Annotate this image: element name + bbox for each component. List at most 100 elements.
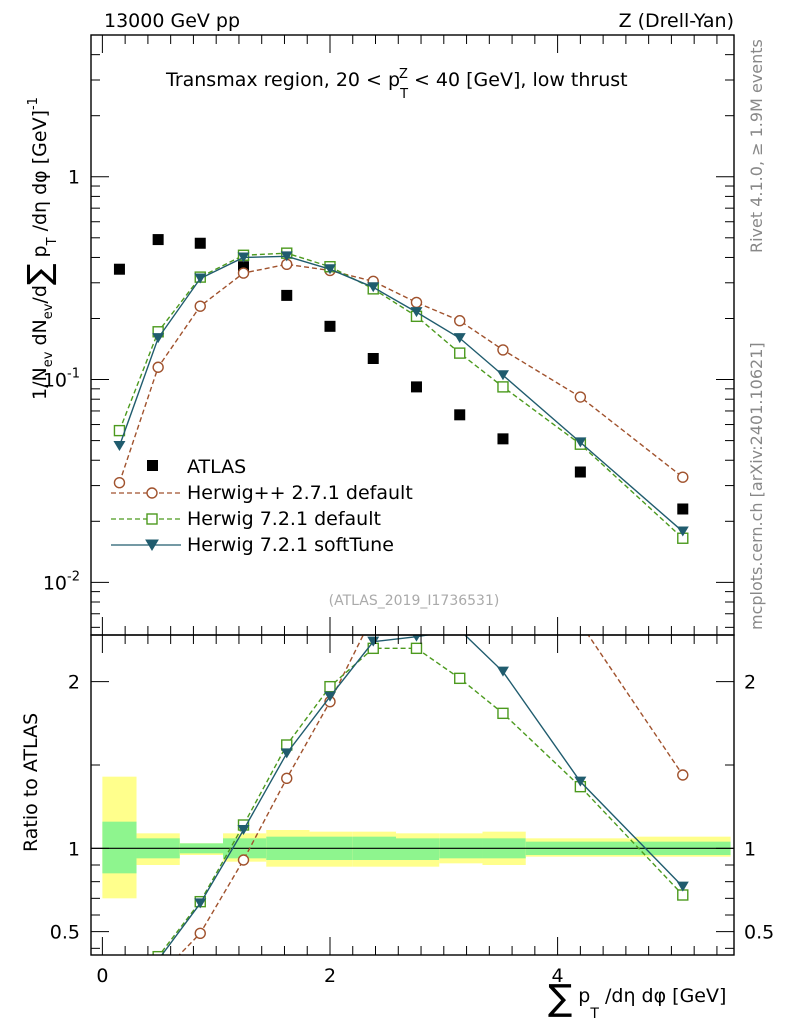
y-tick-label-base: 10: [43, 572, 67, 594]
point-herwigpp: [410, 296, 423, 309]
y-tick-label: 10-2: [43, 569, 80, 594]
point-softtune: [280, 251, 293, 262]
analysis-watermark: (ATLAS_2019_I1736531): [329, 593, 500, 609]
point-softtune: [237, 252, 250, 263]
ylabel-b: dN: [29, 319, 51, 351]
ylabel-a: 1/N: [29, 367, 51, 400]
point-softtune: [113, 441, 126, 452]
y-axis-label: 1/Nev dNev/d∑ pT /dη dφ [GeV]-1: [20, 97, 60, 400]
ratio-point-softtune: [574, 776, 587, 787]
point-herwig721: [113, 424, 126, 437]
ylabel-s2: ev: [41, 303, 56, 319]
ylabel-c: /d: [29, 285, 51, 303]
xlabel-sum: ∑: [548, 978, 572, 1019]
point-herwig721: [497, 381, 509, 393]
ratio-panel: 0.5 0.5 1 1 2 2 0 2 4 Ratio to ATLAS ∑ pT /dη dφ…: [20, 634, 774, 1022]
band-inner: [395, 838, 440, 860]
ratio-line-softtune: [160, 635, 684, 955]
x-axis-label: ∑ pT /dη dφ [GeV]: [548, 978, 726, 1022]
ratio-point-softtune: [323, 691, 336, 702]
ratio-point-softtune: [280, 748, 293, 759]
point-herwigpp: [574, 391, 587, 403]
point-softtune: [676, 526, 689, 537]
ratio-y-tick-label-left: 2: [68, 672, 80, 694]
ratio-point-herwig721: [410, 642, 423, 655]
point-softtune: [496, 370, 509, 381]
legend-marker-herwigpp: [146, 487, 158, 499]
ratio-point-herwig721: [497, 707, 509, 720]
main-plot-marks: [113, 234, 689, 544]
point-atlas: [194, 237, 206, 249]
ratio-point-herwigpp: [677, 769, 689, 781]
point-herwigpp: [237, 267, 250, 279]
ratio-point-softtune: [676, 881, 689, 892]
y-tick-label: 10-1: [43, 367, 80, 392]
ratio-y-label: Ratio to ATLAS: [20, 713, 42, 852]
point-softtune: [453, 333, 466, 344]
point-softtune: [323, 264, 336, 275]
x-tick-label: 0: [96, 965, 108, 987]
point-herwig721: [454, 347, 466, 359]
ratio-point-herwig721: [454, 672, 466, 685]
header-left: 13000 GeV pp: [104, 10, 240, 32]
legend-label-softtune: Herwig 7.2.1 softTune: [187, 534, 394, 556]
point-atlas: [410, 381, 422, 393]
ratio-y-tick-label-right: 0.5: [744, 922, 774, 944]
ratio-point-herwigpp: [237, 854, 250, 866]
point-softtune: [194, 273, 207, 284]
ratio-y-tick-label-left: 1: [68, 838, 80, 860]
plot-title-b: < 40 [GeV], low thrust: [408, 69, 628, 91]
point-herwigpp: [677, 471, 689, 483]
ratio-line-herwigpp: [178, 635, 684, 955]
point-softtune: [367, 282, 380, 293]
ratio-point-softtune: [496, 666, 509, 677]
series-line-herwigpp: [118, 263, 684, 483]
point-atlas: [281, 289, 293, 301]
point-atlas: [454, 409, 466, 421]
legend-label-herwigpp: Herwig++ 2.7.1 default: [187, 482, 413, 504]
y-tick-label-exp: -2: [67, 569, 80, 584]
y-tick-label-base: 10: [43, 370, 67, 392]
ratio-point-softtune: [194, 898, 207, 909]
point-softtune: [152, 333, 165, 344]
legend-label-atlas: ATLAS: [187, 456, 246, 478]
plot-title-a: Transmax region, 20 < p: [165, 69, 400, 91]
main-plot-ticks: 10-210-11: [43, 34, 734, 635]
point-atlas: [152, 234, 164, 246]
point-atlas: [677, 503, 689, 515]
plot-title-sub: T: [399, 87, 408, 102]
point-atlas: [497, 433, 509, 445]
point-herwigpp: [152, 361, 164, 373]
legend: ATLAS Herwig++ 2.7.1 default Herwig 7.2.…: [111, 456, 413, 556]
ylabel-s1: ev: [41, 351, 56, 367]
band-inner: [102, 821, 137, 874]
point-herwigpp: [454, 315, 466, 327]
ylabel-sup: -1: [26, 97, 41, 110]
point-softtune: [410, 307, 423, 318]
y-tick-label-exp: -1: [67, 367, 80, 382]
x-tick-label: 4: [552, 965, 564, 987]
point-atlas: [237, 261, 249, 273]
point-herwigpp: [113, 476, 126, 489]
rivet-label: Rivet 4.1.0, ≥ 1.9M events: [747, 39, 766, 253]
ratio-ticks: 0.5 0.5 1 1 2 2 0 2 4: [50, 635, 774, 987]
point-herwigpp: [497, 344, 509, 356]
x-tick-label: 2: [324, 965, 336, 987]
point-atlas: [574, 466, 586, 478]
main-plot-panel: 10-210-11 Transmax region, 20 < pTZ < 40…: [20, 34, 735, 636]
point-atlas: [367, 352, 379, 364]
ratio-line-herwig721: [158, 647, 684, 955]
xlabel-a: p: [572, 985, 590, 1007]
ylabel-d: p: [29, 245, 51, 263]
ylabel-s3: T: [45, 237, 60, 246]
point-atlas: [113, 263, 125, 275]
ratio-point-softtune: [237, 825, 250, 835]
xlabel-b: /dη dφ [GeV]: [599, 985, 726, 1007]
legend-label-herwig721: Herwig 7.2.1 default: [187, 508, 381, 530]
plot-title-sup: Z: [399, 67, 408, 82]
ratio-point-herwig721: [324, 680, 336, 693]
ratio-point-softtune: [367, 636, 380, 647]
ylabel-e: /dη dφ [GeV]: [29, 110, 51, 237]
ratio-point-softtune: [412, 635, 421, 642]
